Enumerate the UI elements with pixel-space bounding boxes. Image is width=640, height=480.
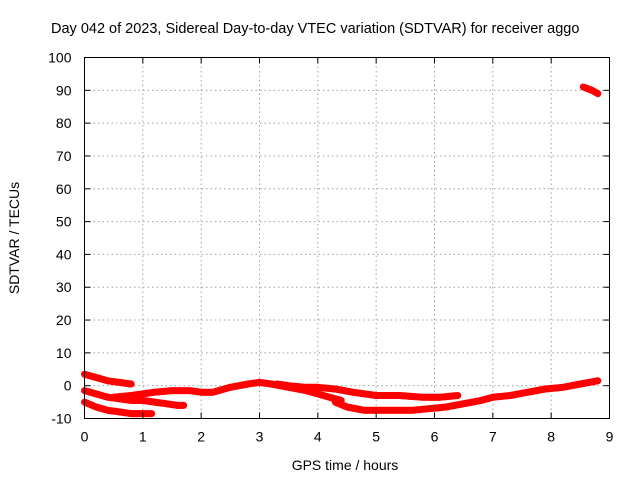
tick-labels: 0 1 2 3 4 5 6 7 8 9 -10 0 10 20 30 40 50 60 70 80 90 100	[48, 50, 613, 445]
series-line-arc-5	[273, 380, 462, 401]
x-tick-label: 9	[606, 429, 614, 445]
series-line-arc-2	[81, 387, 188, 409]
y-tick-label: 20	[56, 312, 72, 328]
chart-title: Day 042 of 2023, Sidereal Day-to-day VTE…	[51, 21, 579, 37]
y-tick-label: 10	[56, 345, 72, 361]
series-line-arc-7	[579, 83, 602, 98]
y-tick-label: 0	[64, 378, 72, 394]
x-tick-label: 5	[372, 429, 380, 445]
x-tick-label: 8	[547, 429, 555, 445]
x-tick-label: 4	[314, 429, 322, 445]
series-marker-trail-arc-6	[333, 381, 600, 414]
y-tick-label: 40	[56, 246, 72, 262]
series-marker-trail-arc-1	[83, 374, 133, 388]
axis-ticks	[84, 57, 610, 419]
x-axis-label: GPS time / hours	[292, 457, 399, 473]
y-axis-label: SDTVAR / TECUs	[6, 182, 22, 294]
x-tick-label: 1	[139, 429, 147, 445]
series-line-arc-1	[81, 370, 135, 388]
y-tick-label: 50	[56, 214, 72, 230]
series-marker-trail-arc-4	[112, 382, 343, 404]
series-group	[81, 83, 602, 418]
series-marker-trail-arc-5	[275, 384, 460, 401]
y-tick-label: 70	[56, 148, 72, 164]
x-tick-label: 7	[489, 429, 497, 445]
series-marker-trail-arc-7	[581, 87, 600, 98]
y-tick-label: 60	[56, 181, 72, 197]
y-tick-label: 30	[56, 279, 72, 295]
series-line-arc-6	[331, 377, 602, 414]
x-tick-label: 2	[197, 429, 205, 445]
y-tick-label: 90	[56, 82, 72, 98]
y-tick-label: -10	[51, 411, 71, 427]
y-tick-label: 80	[56, 115, 72, 131]
series-marker-trail-arc-2	[83, 391, 186, 409]
grid-lines	[84, 57, 610, 419]
series-line-arc-4	[110, 378, 345, 404]
y-tick-label: 100	[48, 50, 72, 66]
plot-frame	[84, 57, 610, 419]
x-tick-label: 3	[256, 429, 264, 445]
x-tick-label: 6	[431, 429, 439, 445]
x-tick-label: 0	[81, 429, 89, 445]
